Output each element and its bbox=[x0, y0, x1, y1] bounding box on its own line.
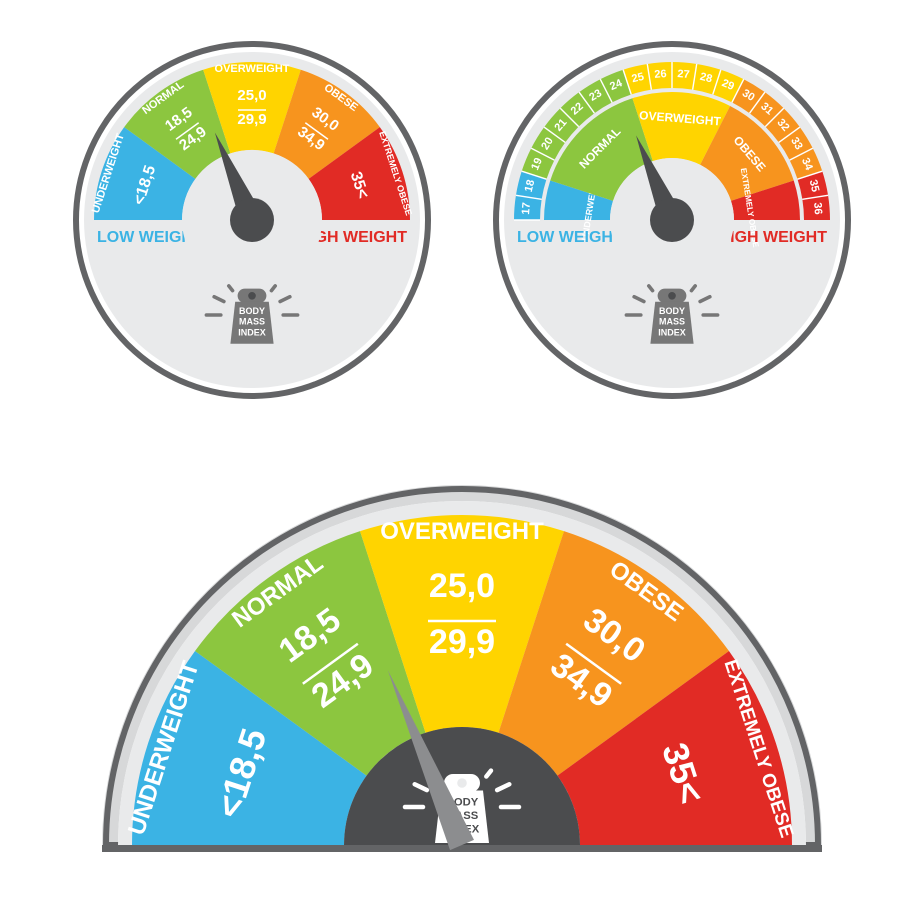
label-overweight: OVERWEIGHT bbox=[215, 63, 290, 75]
svg-text:OVERWEIGHT: OVERWEIGHT bbox=[215, 63, 290, 75]
svg-text:25,0: 25,0 bbox=[429, 567, 495, 605]
svg-text:27: 27 bbox=[677, 68, 690, 81]
svg-text:17: 17 bbox=[520, 202, 533, 215]
tick-36: 36 bbox=[811, 202, 824, 215]
bmi-gauge-categories: UNDERWEIGHT<18,5NORMAL18,524,9OVERWEIGHT… bbox=[72, 40, 432, 405]
svg-text:MASS: MASS bbox=[239, 317, 265, 327]
: 29,9 bbox=[237, 111, 266, 128]
tick-26: 26 bbox=[654, 68, 667, 81]
svg-text:OVERWEIGHT: OVERWEIGHT bbox=[380, 518, 544, 545]
svg-text:29,9: 29,9 bbox=[429, 623, 495, 661]
bmi-gauge-semicircle: UNDERWEIGHT<18,5NORMAL18,524,9OVERWEIGHT… bbox=[92, 455, 832, 870]
svg-text:MASS: MASS bbox=[659, 317, 685, 327]
tick-17: 17 bbox=[520, 202, 533, 215]
svg-text:BODY: BODY bbox=[239, 306, 265, 316]
tick-27: 27 bbox=[677, 68, 690, 81]
svg-text:HIGH WEIGHT: HIGH WEIGHT bbox=[719, 229, 828, 246]
svg-text:25,0: 25,0 bbox=[237, 87, 266, 104]
: 25,0 bbox=[237, 87, 266, 104]
svg-text:26: 26 bbox=[654, 68, 667, 81]
svg-text:29,9: 29,9 bbox=[237, 111, 266, 128]
svg-text:36: 36 bbox=[811, 202, 824, 215]
: 29,9 bbox=[429, 623, 495, 661]
bmi-gauge-numeric: 1718192021222324252627282930313233343536… bbox=[492, 40, 852, 405]
svg-text:LOW WEIGHT: LOW WEIGHT bbox=[517, 229, 623, 246]
svg-text:INDEX: INDEX bbox=[238, 327, 266, 337]
label-overweight: OVERWEIGHT bbox=[380, 518, 544, 545]
: 25,0 bbox=[429, 567, 495, 605]
svg-text:BODY: BODY bbox=[659, 306, 685, 316]
svg-text:INDEX: INDEX bbox=[658, 327, 686, 337]
